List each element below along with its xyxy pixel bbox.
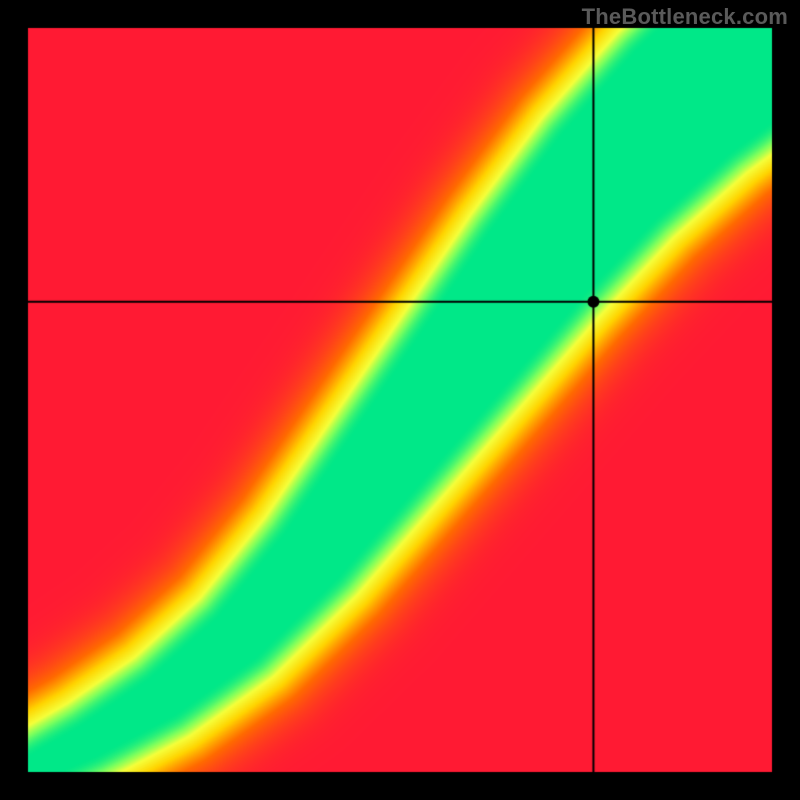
chart-container: TheBottleneck.com	[0, 0, 800, 800]
watermark-text: TheBottleneck.com	[582, 4, 788, 30]
heatmap-canvas	[0, 0, 800, 800]
